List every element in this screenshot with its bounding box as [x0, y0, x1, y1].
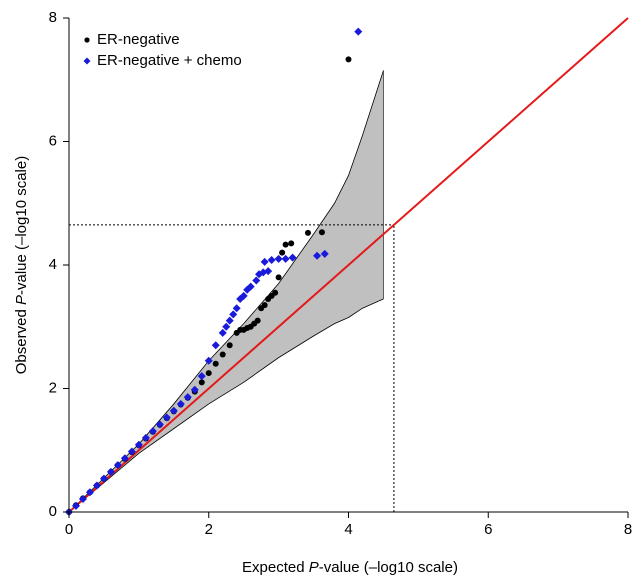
x-tick-label: 4: [344, 521, 352, 538]
reference-line: [68, 17, 629, 513]
legend-label: ER-negative + chemo: [97, 52, 242, 69]
legend-label: ER-negative: [97, 31, 180, 48]
point: [120, 454, 129, 463]
point: [288, 253, 297, 262]
point: [106, 467, 115, 476]
point: [261, 302, 268, 309]
y-tick-label: 2: [49, 379, 57, 396]
point: [204, 356, 213, 365]
point: [239, 291, 248, 300]
point: [219, 351, 226, 358]
point: [148, 427, 157, 436]
point: [288, 240, 295, 247]
point: [252, 276, 261, 285]
x-tick-label: 0: [65, 521, 73, 538]
point: [190, 385, 199, 394]
y-tick-label: 4: [49, 256, 57, 273]
point: [267, 256, 276, 265]
confidence-band: [69, 70, 384, 513]
point: [226, 342, 233, 349]
point: [260, 257, 269, 266]
band-edge: [68, 298, 384, 513]
point: [212, 360, 219, 367]
point: [222, 322, 231, 331]
point: [162, 413, 171, 422]
point: [275, 274, 282, 281]
point: [71, 501, 80, 510]
y-tick-label: 6: [49, 132, 57, 149]
point: [113, 461, 122, 470]
point: [318, 229, 325, 236]
legend-marker: [83, 57, 91, 65]
point: [272, 289, 279, 296]
point: [264, 267, 273, 276]
point: [320, 249, 329, 258]
point: [274, 254, 283, 263]
point: [313, 251, 322, 260]
x-tick-label: 6: [484, 521, 492, 538]
point: [92, 481, 101, 490]
point: [99, 474, 108, 483]
point: [281, 254, 290, 263]
point: [176, 399, 185, 408]
point: [205, 370, 212, 377]
y-tick-label: 8: [49, 9, 57, 26]
x-tick-label: 8: [624, 521, 632, 538]
point: [198, 379, 205, 386]
point: [155, 420, 164, 429]
point: [279, 249, 286, 256]
point: [354, 27, 363, 36]
point: [254, 317, 261, 324]
point: [304, 229, 311, 236]
point: [197, 372, 206, 381]
point: [229, 310, 238, 319]
point: [246, 282, 255, 291]
point: [127, 447, 136, 456]
x-axis-label: Expected P-value (–log10 scale): [242, 559, 458, 576]
y-axis-label: Observed P-value (–log10 scale): [13, 156, 30, 374]
point: [282, 241, 289, 248]
point: [345, 56, 352, 63]
point: [183, 393, 192, 402]
legend-marker: [84, 37, 90, 43]
point: [225, 316, 234, 325]
point: [218, 328, 227, 337]
point: [141, 433, 150, 442]
point: [134, 440, 143, 449]
point: [211, 341, 220, 350]
band-edge: [68, 70, 384, 513]
point: [232, 304, 241, 313]
point: [85, 488, 94, 497]
y-tick-label: 0: [49, 503, 57, 520]
point: [169, 406, 178, 415]
point: [78, 495, 87, 504]
x-tick-label: 2: [205, 521, 213, 538]
